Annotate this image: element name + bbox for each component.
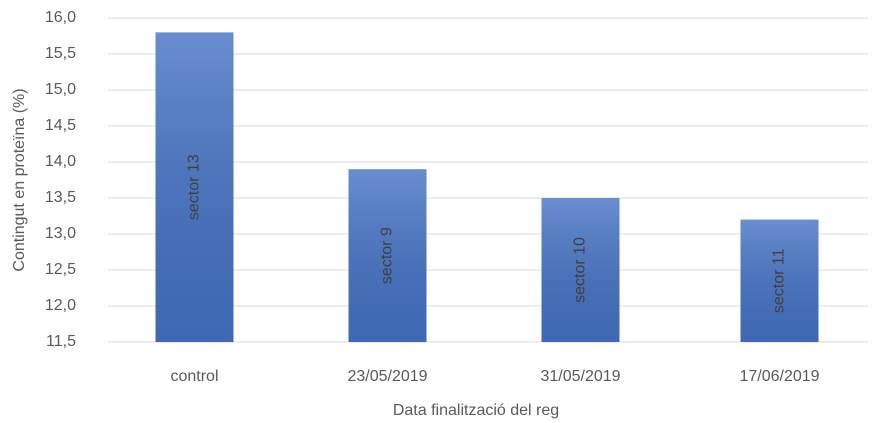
y-tick-label: 15,5 [45,45,76,62]
bar-shade [155,32,234,343]
y-tick-label: 12,5 [45,261,76,278]
y-tick-label: 11,5 [46,333,76,350]
x-tick-label: 23/05/2019 [347,368,427,385]
y-tick-label: 13,5 [45,189,76,206]
bar-shade [740,219,819,342]
y-tick-label: 14,5 [45,117,76,134]
bar-annotation: sector 9 [379,227,396,284]
y-tick-label: 12,0 [45,297,76,314]
bar-shade [541,198,620,342]
bar-annotation: sector 11 [771,248,788,313]
x-tick-label: 31/05/2019 [540,368,620,385]
y-axis-label: Contingut en proteïna (%) [11,88,28,271]
y-tick-label: 16,0 [45,9,76,26]
x-axis-label: Data finalització del reg [393,402,559,419]
bar-annotation: sector 13 [186,154,203,220]
bar-annotation: sector 10 [572,237,589,303]
x-tick-label: 17/06/2019 [739,368,819,385]
y-tick-label: 15,0 [45,81,76,98]
bar-shade [348,169,427,342]
y-tick-label: 14,0 [45,153,76,170]
x-tick-label: control [170,368,218,385]
y-tick-label: 13,0 [45,225,76,242]
